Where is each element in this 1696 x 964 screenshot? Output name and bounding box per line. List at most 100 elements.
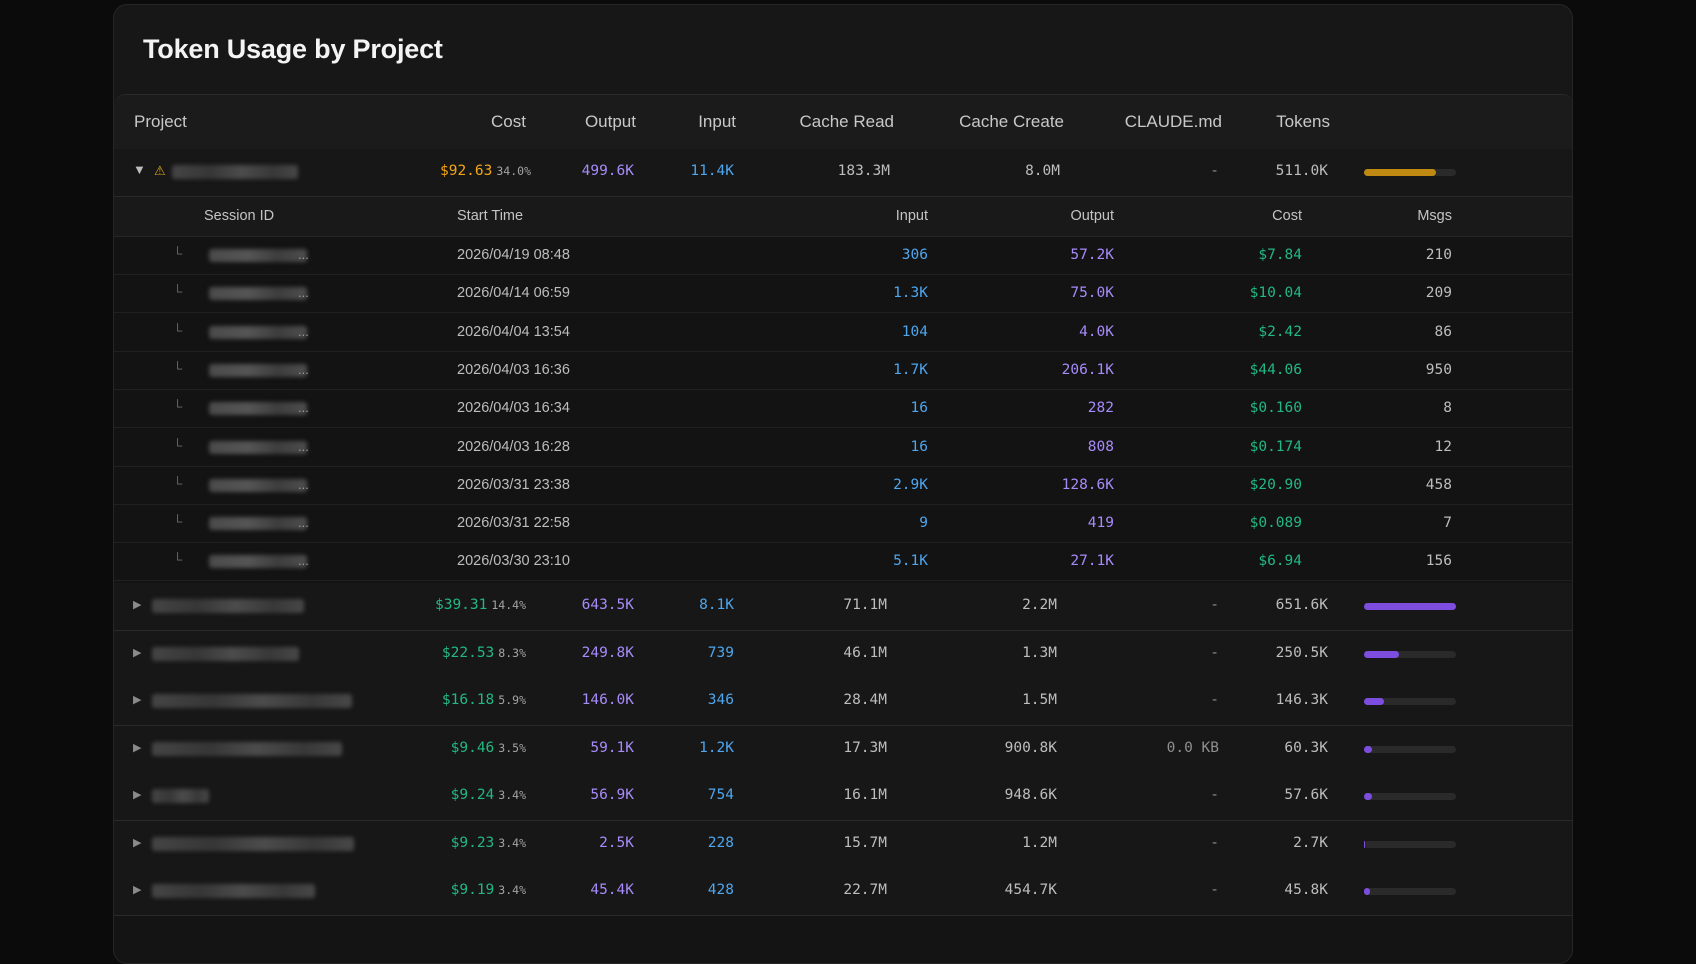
project-claude-md: - — [1104, 692, 1219, 708]
col-project[interactable]: Project — [134, 112, 187, 132]
warning-icon: ⚠ — [154, 163, 166, 179]
col-start-time[interactable]: Start Time — [457, 208, 523, 224]
usage-bar — [1364, 793, 1456, 800]
session-msgs: 86 — [1374, 324, 1452, 340]
session-start: 2026/04/04 13:54 — [457, 324, 570, 340]
project-cache-create: 454.7K — [934, 882, 1057, 898]
session-output: 128.6K — [1014, 477, 1114, 493]
triangle-right-icon[interactable]: ▶ — [133, 883, 141, 896]
session-msgs: 7 — [1374, 515, 1452, 531]
project-tokens: 651.6K — [1244, 597, 1328, 613]
tree-branch-icon: └ — [173, 246, 182, 261]
project-name-redacted — [172, 165, 298, 179]
session-id-ellipsis: ... — [298, 362, 309, 377]
session-table: Session ID Start Time Input Output Cost … — [114, 197, 1573, 584]
session-output: 75.0K — [1014, 285, 1114, 301]
session-input: 104 — [834, 324, 928, 340]
triangle-right-icon[interactable]: ▶ — [133, 693, 141, 706]
col-output[interactable]: Output — [574, 112, 636, 132]
session-msgs: 210 — [1374, 247, 1452, 263]
session-msgs: 156 — [1374, 553, 1452, 569]
col-session-msgs[interactable]: Msgs — [1374, 208, 1452, 224]
project-claude-md: - — [1104, 882, 1219, 898]
session-start: 2026/04/19 08:48 — [457, 247, 570, 263]
project-tokens: 60.3K — [1244, 740, 1328, 756]
session-id-redacted — [209, 402, 307, 415]
session-output: 206.1K — [1014, 362, 1114, 378]
session-msgs: 950 — [1374, 362, 1452, 378]
tree-branch-icon: └ — [173, 476, 182, 491]
session-id-ellipsis: ... — [298, 324, 309, 339]
session-output: 4.0K — [1014, 324, 1114, 340]
session-output: 419 — [1014, 515, 1114, 531]
col-session-input[interactable]: Input — [834, 208, 928, 224]
project-cache-read: 22.7M — [774, 882, 887, 898]
session-id-ellipsis: ... — [298, 553, 309, 568]
session-header: Session ID Start Time Input Output Cost … — [114, 197, 1573, 237]
triangle-right-icon[interactable]: ▶ — [133, 788, 141, 801]
col-cache-read[interactable]: Cache Read — [774, 112, 894, 132]
session-id-ellipsis: ... — [298, 400, 309, 415]
project-claude-md: - — [1104, 163, 1219, 179]
session-cost: $44.06 — [1214, 362, 1302, 378]
session-cost: $7.84 — [1214, 247, 1302, 263]
session-input: 16 — [834, 400, 928, 416]
session-cost: $10.04 — [1214, 285, 1302, 301]
session-start: 2026/04/03 16:28 — [457, 439, 570, 455]
project-output: 45.4K — [554, 882, 634, 898]
project-output: 2.5K — [554, 835, 634, 851]
usage-bar-fill — [1364, 603, 1456, 610]
project-input: 754 — [654, 787, 734, 803]
tree-branch-icon: └ — [173, 552, 182, 567]
col-session-id[interactable]: Session ID — [204, 208, 274, 224]
project-input: 1.2K — [654, 740, 734, 756]
col-tokens[interactable]: Tokens — [1244, 112, 1330, 132]
usage-bar — [1364, 746, 1456, 753]
col-session-output[interactable]: Output — [1014, 208, 1114, 224]
triangle-down-icon[interactable]: ▼ — [133, 162, 146, 177]
col-input[interactable]: Input — [680, 112, 736, 132]
col-claude-md[interactable]: CLAUDE.md — [1104, 112, 1222, 132]
col-cache-create[interactable]: Cache Create — [934, 112, 1064, 132]
usage-bar — [1364, 698, 1456, 705]
triangle-right-icon[interactable]: ▶ — [133, 836, 141, 849]
project-cache-create: 2.2M — [934, 597, 1057, 613]
session-msgs: 209 — [1374, 285, 1452, 301]
project-tokens: 511.0K — [1244, 163, 1328, 179]
triangle-right-icon[interactable]: ▶ — [133, 741, 141, 754]
session-start: 2026/03/30 23:10 — [457, 553, 570, 569]
usage-bar-fill — [1364, 169, 1436, 176]
session-input: 5.1K — [834, 553, 928, 569]
triangle-right-icon[interactable]: ▶ — [133, 598, 141, 611]
session-input: 306 — [834, 247, 928, 263]
triangle-right-icon[interactable]: ▶ — [133, 646, 141, 659]
col-session-cost[interactable]: Cost — [1214, 208, 1302, 224]
col-cost[interactable]: Cost — [476, 112, 526, 132]
session-id-ellipsis: ... — [298, 515, 309, 530]
session-id-ellipsis: ... — [298, 285, 309, 300]
session-id-redacted — [209, 287, 307, 300]
session-id-redacted — [209, 479, 307, 492]
session-cost: $2.42 — [1214, 324, 1302, 340]
